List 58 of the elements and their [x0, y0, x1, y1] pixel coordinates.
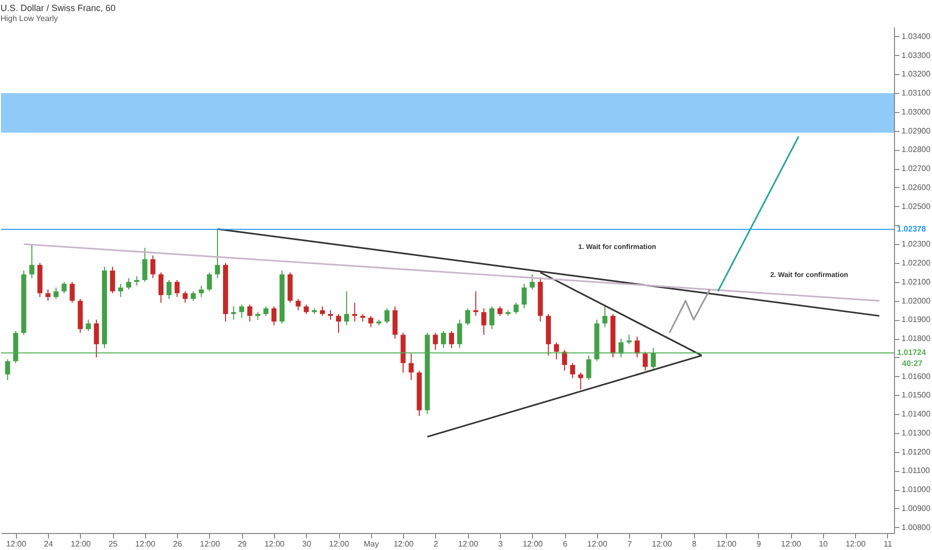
y-tick-label: 1.00900 [902, 504, 931, 513]
x-tick-label: 12:00 [70, 540, 92, 548]
x-tick-label: 3 [498, 540, 504, 548]
x-tick-label: 12:00 [200, 540, 220, 548]
x-tick-label: 12:00 [522, 540, 544, 548]
x-tick-label: 30 [302, 540, 312, 548]
x-tick-label: 12:00 [6, 540, 27, 548]
x-tick-label: 25 [108, 540, 118, 548]
x-tick-label: 12:00 [458, 540, 479, 548]
chart-title: U.S. Dollar / Swiss Franc, 60 [0, 3, 116, 13]
y-tick-label: 1.02000 [902, 296, 931, 306]
x-tick-label: 12:00 [652, 540, 672, 548]
y-tick-label: 1.01200 [902, 447, 931, 456]
x-tick-label: 9 [756, 540, 762, 548]
x-tick-label: 8 [692, 540, 697, 548]
y-tick-label: 1.02800 [902, 145, 931, 154]
x-tick-label: 26 [173, 540, 183, 548]
y-tick-label: 1.03400 [902, 32, 931, 41]
x-tick-label: 12:00 [329, 540, 350, 548]
x-tick-label: 12:00 [394, 540, 414, 548]
y-tick-label: 1.01000 [902, 485, 931, 494]
chart-subtitle: High Low Yearly [0, 14, 58, 23]
y-tick-label: 1.02500 [902, 202, 931, 211]
x-tick-label: 11 [884, 540, 893, 548]
x-tick-label: May [364, 540, 379, 548]
y-tick-label: 1.02300 [902, 240, 931, 249]
y-tick-label: 1.01800 [902, 334, 931, 344]
y-tick-label: 1.00800 [902, 522, 931, 532]
y-tick-label: 1.01900 [902, 315, 931, 324]
y-tick-label: 1.01400 [902, 410, 931, 419]
ref-line-label: 1.02378 [897, 224, 926, 234]
y-tick-label: 1.01100 [902, 466, 930, 476]
x-tick-label: 12:00 [264, 540, 286, 548]
ref-line-label: 1.01724 [897, 348, 926, 357]
y-tick-label: 1.01300 [902, 428, 931, 438]
y-tick-label: 1.02100 [902, 277, 931, 286]
x-tick-label: 6 [562, 540, 568, 548]
x-tick-label: 24 [44, 540, 54, 548]
x-tick-label: 2 [434, 540, 439, 548]
y-tick-label: 1.03200 [902, 70, 931, 79]
y-tick-label: 1.03000 [902, 107, 931, 116]
x-tick-label: 29 [238, 540, 248, 548]
y-tick-label: 1.02600 [902, 182, 931, 192]
y-tick-label: 1.03100 [902, 88, 931, 98]
y-tick-label: 1.01600 [902, 372, 931, 381]
x-tick-label: 12:00 [781, 540, 802, 548]
y-tick-label: 1.03300 [902, 50, 931, 60]
x-tick-label: 10 [818, 540, 828, 548]
x-tick-label: 12:00 [587, 540, 608, 548]
y-tick-label: 1.01500 [902, 390, 931, 400]
x-tick-label: 12:00 [846, 540, 866, 548]
y-tick-label: 1.02900 [902, 126, 931, 136]
text: 40:27 [902, 358, 924, 368]
y-tick-label: 1.02700 [902, 164, 931, 174]
x-tick-label: 12:00 [135, 540, 156, 548]
y-tick-label: 1.02200 [902, 258, 931, 268]
x-tick-label: 7 [627, 540, 632, 548]
x-tick-label: 12:00 [716, 540, 738, 548]
